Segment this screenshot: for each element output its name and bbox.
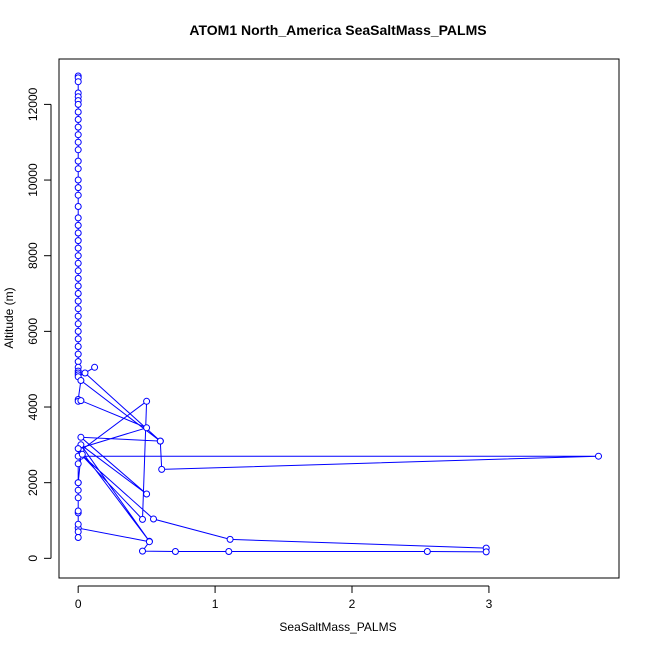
data-point: [74, 229, 82, 237]
data-point: [74, 479, 82, 487]
y-tick-label: 8000: [26, 242, 40, 269]
data-point: [74, 528, 82, 536]
data-point: [74, 320, 82, 328]
y-tick-label: 12000: [26, 87, 40, 121]
data-point: [74, 259, 82, 267]
data-point: [74, 252, 82, 260]
chart-title: ATOM1 North_America SeaSaltMass_PALMS: [189, 22, 486, 38]
data-point: [77, 397, 85, 405]
data-point: [74, 445, 82, 453]
data-point: [74, 184, 82, 192]
data-point: [74, 350, 82, 358]
data-point: [81, 369, 89, 377]
y-tick-label: 10000: [26, 163, 40, 197]
data-point: [225, 548, 233, 555]
data-point: [74, 486, 82, 494]
data-point: [74, 100, 82, 108]
data-point: [143, 424, 151, 432]
data-point: [423, 548, 431, 555]
data-point: [74, 244, 82, 252]
data-point: [150, 515, 157, 523]
data-series: [74, 72, 602, 556]
data-point: [74, 191, 82, 199]
data-point: [143, 490, 151, 498]
data-point: [74, 267, 82, 275]
data-point: [171, 548, 179, 555]
data-point: [74, 534, 82, 541]
data-point: [74, 290, 82, 297]
plot-frame: [58, 58, 620, 579]
data-point: [74, 520, 82, 528]
x-axis: 0 1 2 3: [75, 585, 493, 611]
data-point: [226, 535, 234, 543]
data-point: [91, 363, 99, 371]
data-point: [74, 176, 82, 184]
data-point: [78, 450, 86, 458]
data-point: [482, 548, 490, 556]
data-point: [74, 237, 82, 245]
data-point: [74, 507, 82, 515]
data-point: [77, 433, 85, 441]
x-tick-label: 3: [486, 597, 493, 611]
data-point: [139, 515, 146, 523]
y-tick-label: 0: [26, 555, 40, 562]
data-point: [595, 452, 602, 460]
x-tick-label: 0: [75, 597, 82, 611]
data-point: [74, 203, 82, 210]
data-point: [74, 305, 82, 313]
data-point: [143, 397, 151, 405]
data-point: [145, 538, 153, 546]
data-point: [74, 312, 82, 320]
data-point: [158, 465, 166, 473]
y-tick-label: 4000: [26, 393, 40, 420]
data-point: [74, 138, 82, 146]
data-point: [74, 165, 82, 173]
y-axis: 0 2000 4000 6000 8000 10000 12000: [26, 87, 52, 562]
x-tick-label: 1: [212, 597, 219, 611]
data-point: [77, 377, 85, 384]
data-point: [74, 297, 82, 305]
y-tick-label: 6000: [26, 318, 40, 345]
data-point: [74, 123, 82, 131]
x-axis-label: SeaSaltMass_PALMS: [279, 620, 396, 634]
data-point: [74, 157, 82, 165]
data-point: [74, 327, 82, 335]
data-point: [74, 108, 82, 116]
data-point: [74, 358, 82, 366]
data-point: [74, 221, 82, 229]
y-tick-label: 2000: [26, 469, 40, 496]
data-point: [74, 116, 82, 123]
data-point: [74, 282, 82, 290]
x-tick-label: 2: [349, 597, 356, 611]
data-point: [74, 460, 82, 468]
data-point: [74, 335, 82, 343]
data-point: [74, 343, 82, 350]
data-point: [74, 78, 82, 86]
data-point: [74, 131, 82, 139]
data-point: [74, 146, 82, 154]
data-point: [74, 494, 82, 502]
y-axis-label: Altitude (m): [2, 287, 16, 348]
data-point: [74, 214, 82, 222]
data-point: [156, 437, 164, 445]
data-point: [139, 547, 146, 555]
data-point: [74, 274, 82, 282]
